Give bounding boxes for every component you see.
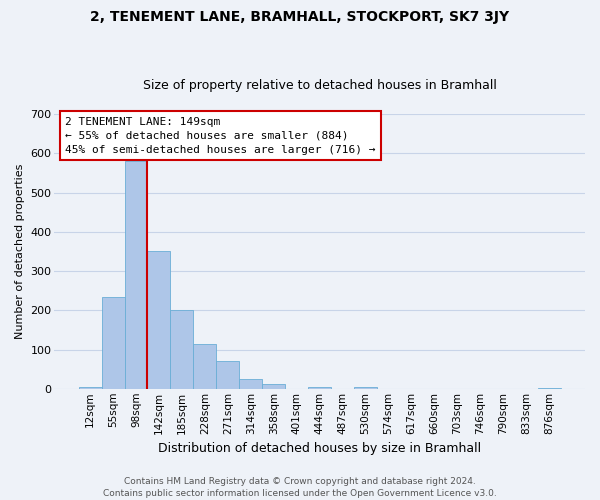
Title: Size of property relative to detached houses in Bramhall: Size of property relative to detached ho…: [143, 79, 497, 92]
Bar: [217, 362, 239, 389]
Bar: [239, 379, 262, 389]
Y-axis label: Number of detached properties: Number of detached properties: [15, 164, 25, 339]
Bar: [170, 310, 193, 389]
Bar: [262, 384, 285, 389]
Text: 2, TENEMENT LANE, BRAMHALL, STOCKPORT, SK7 3JY: 2, TENEMENT LANE, BRAMHALL, STOCKPORT, S…: [91, 10, 509, 24]
Bar: [125, 161, 148, 389]
Bar: [538, 388, 561, 389]
Bar: [193, 344, 217, 389]
Bar: [354, 387, 377, 389]
Bar: [79, 387, 101, 389]
Bar: [148, 252, 170, 389]
X-axis label: Distribution of detached houses by size in Bramhall: Distribution of detached houses by size …: [158, 442, 481, 455]
Text: Contains HM Land Registry data © Crown copyright and database right 2024.
Contai: Contains HM Land Registry data © Crown c…: [103, 476, 497, 498]
Bar: [101, 296, 125, 389]
Text: 2 TENEMENT LANE: 149sqm
← 55% of detached houses are smaller (884)
45% of semi-d: 2 TENEMENT LANE: 149sqm ← 55% of detache…: [65, 116, 376, 154]
Bar: [308, 387, 331, 389]
